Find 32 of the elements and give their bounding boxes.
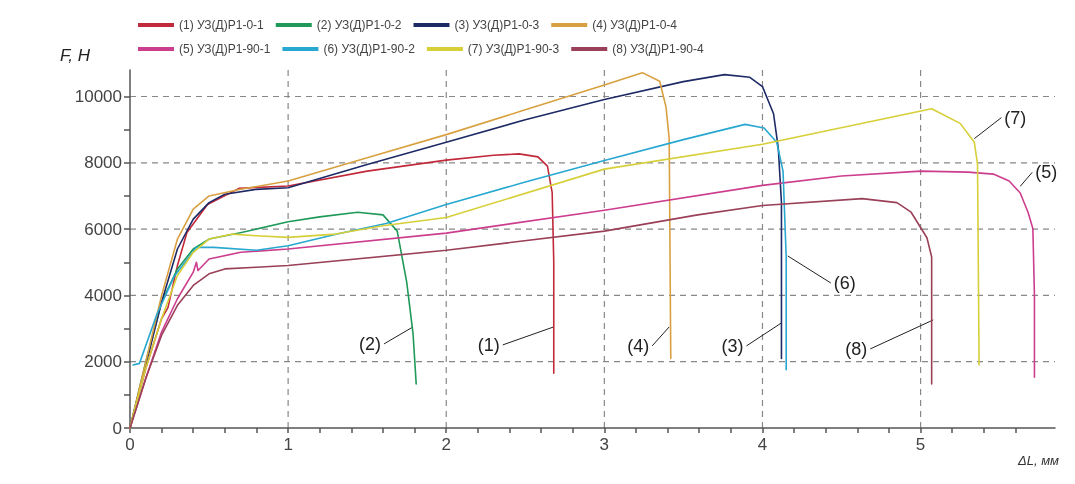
x-tick-label: 3 <box>599 435 610 454</box>
legend-label: (8) УЗ(Д)Р1-90-4 <box>612 42 704 56</box>
legend-label: (3) УЗ(Д)Р1-0-3 <box>454 18 540 32</box>
x-tick-label: 0 <box>125 435 135 454</box>
legend-label: (7) УЗ(Д)Р1-90-3 <box>467 42 560 56</box>
annotation: (1) <box>477 334 500 355</box>
annotation: (2) <box>359 333 382 354</box>
annotation: (6) <box>833 272 856 293</box>
legend-label: (5) УЗ(Д)Р1-90-1 <box>179 42 271 56</box>
annotation: (7) <box>1004 107 1027 128</box>
y-tick-label: 0 <box>112 418 122 438</box>
x-axis-title: ΔL, мм <box>1017 453 1060 468</box>
legend-label: (4) УЗ(Д)Р1-0-4 <box>592 18 678 32</box>
y-tick-label: 6000 <box>84 219 122 239</box>
line-series <box>129 197 933 429</box>
y-tick-label: 8000 <box>84 153 122 173</box>
legend-label: (6) УЗ(Д)Р1-90-2 <box>323 42 416 56</box>
annotation: (8) <box>845 338 868 359</box>
line-series <box>132 123 787 371</box>
y-tick-label: 4000 <box>84 285 122 305</box>
x-tick-label: 5 <box>915 435 926 454</box>
annotation: (3) <box>721 335 744 356</box>
annotation: (5) <box>1035 162 1058 183</box>
x-tick-label: 2 <box>441 435 451 454</box>
y-tick-label: 10000 <box>74 87 122 107</box>
x-tick-label: 4 <box>757 435 768 454</box>
legend-label: (2) УЗ(Д)Р1-0-2 <box>316 18 402 32</box>
y-tick-label: 2000 <box>84 352 122 372</box>
x-tick-label: 1 <box>283 435 293 454</box>
legend-label: (1) УЗ(Д)Р1-0-1 <box>179 18 265 32</box>
y-axis-title: F, Н <box>60 46 91 65</box>
annotation: (4) <box>627 335 650 356</box>
